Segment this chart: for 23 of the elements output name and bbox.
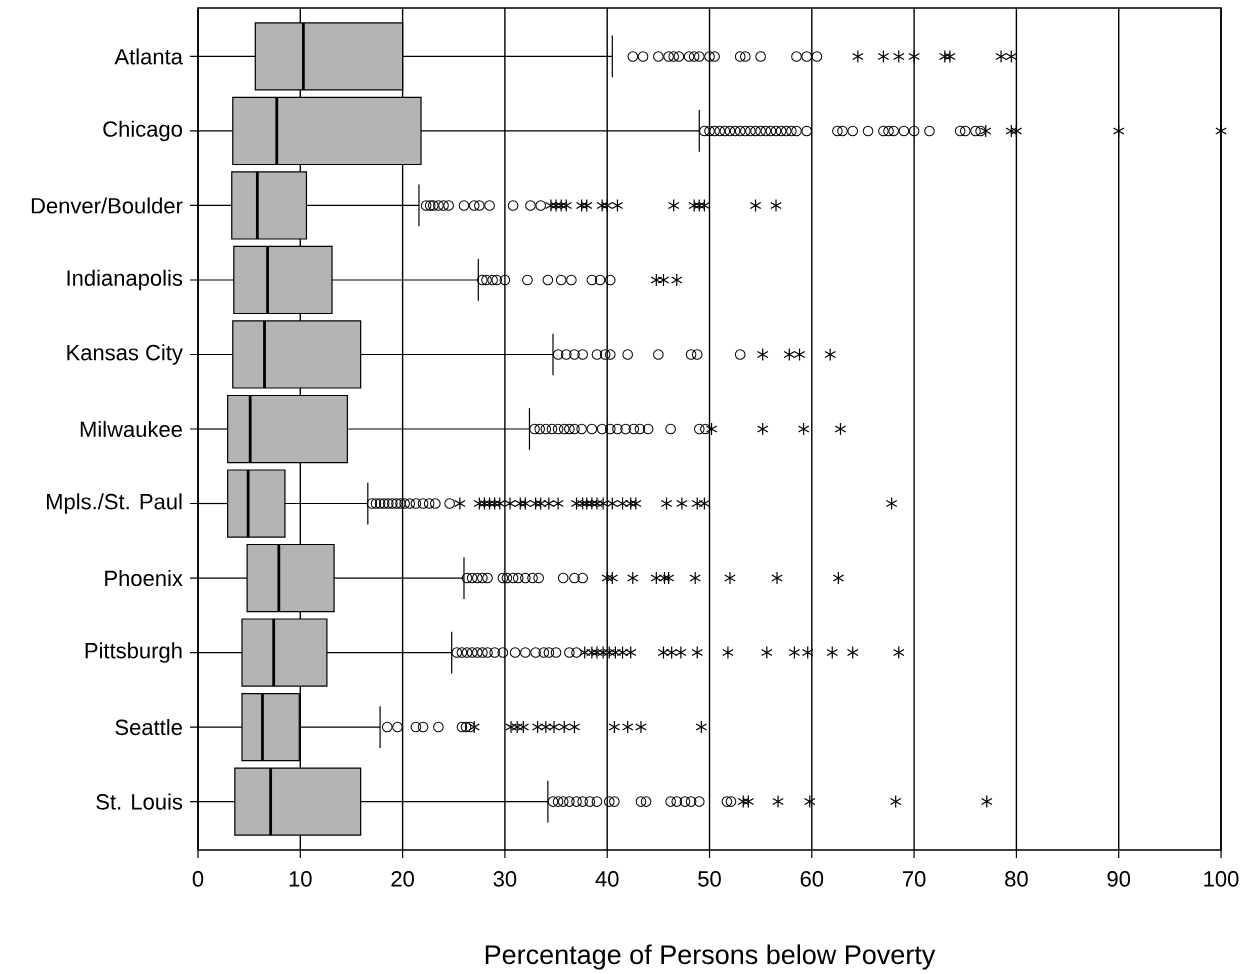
x-tick-label: 50 [698, 871, 721, 887]
y-tick-label: Indianapolis [67, 269, 183, 291]
y-tick-label: Pittsburgh [85, 642, 182, 663]
y-tick-label: Mpls./St. Paul [47, 493, 182, 514]
y-tick-label: Chicago [103, 120, 182, 142]
x-tick-label: 80 [1005, 871, 1028, 887]
y-tick-label: Seattle [115, 718, 182, 736]
x-tick-label: 100 [1204, 871, 1239, 887]
y-tick-label: Milwaukee [80, 420, 182, 438]
x-tick-label: 90 [1107, 871, 1131, 887]
y-tick-label: Atlanta [114, 48, 183, 65]
x-tick-label: 30 [493, 871, 517, 887]
x-tick-label: 10 [289, 871, 312, 887]
y-tick-label: St. Louis [96, 793, 183, 810]
x-tick-label: 70 [903, 871, 926, 887]
y-tick-label: Kansas City [67, 344, 183, 365]
x-tick-label: 20 [391, 871, 414, 887]
x-tick-label: 0 [192, 871, 204, 887]
x-tick-label: 60 [800, 871, 824, 887]
x-tick-label: 40 [595, 871, 619, 887]
x-axis-title: Percentage of Persons below Poverty [485, 944, 936, 970]
y-tick-label: Phoenix [105, 569, 183, 587]
y-tick-label: Denver/Boulder [31, 197, 183, 214]
